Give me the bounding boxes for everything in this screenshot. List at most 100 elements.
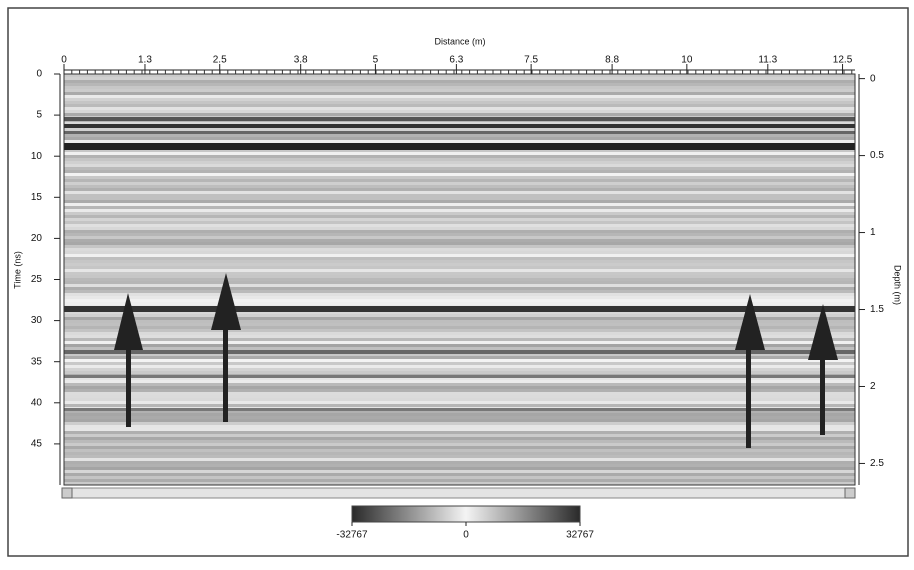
radargram-row [64,95,855,98]
radargram-row [64,200,855,203]
radargram-row [64,371,855,374]
radargram-row [64,440,855,443]
y-tick-label: 20 [31,233,43,244]
radargram-row [64,458,855,461]
radargram-row [64,182,855,185]
radargram-row [64,413,855,416]
radargram-row [64,317,855,320]
scrollbar[interactable] [62,488,855,498]
radargram-row [64,173,855,176]
radargram-row [64,455,855,458]
y-tick-label: 35 [31,356,43,367]
radargram-row [64,392,855,395]
radargram-row [64,320,855,323]
x-tick-label: 2.5 [213,55,227,66]
radargram-row [64,221,855,224]
radargram-row [64,452,855,455]
radargram-row [64,212,855,215]
x-tick-label: 12.5 [833,55,853,66]
radargram-row [64,224,855,227]
radargram-row [64,443,855,446]
radargram-row [64,341,855,344]
radargram-row [64,167,855,170]
radargram-row [64,134,855,137]
radargram-row [64,269,855,272]
colorbar-tick-label: 32767 [566,530,594,541]
radargram-row [64,80,855,83]
arrow-shaft [746,345,751,448]
x-tick-label: 0 [61,55,67,66]
radargram-row [64,380,855,383]
radargram-band [64,350,855,354]
y-axis-title: Time (ns) [12,251,22,289]
radargram-row [64,77,855,80]
radargram-row [64,287,855,290]
radargram [64,74,855,485]
y2-tick-label: 2 [870,381,876,392]
radargram-row [64,245,855,248]
radargram-row [64,473,855,476]
radargram-row [64,161,855,164]
radargram-row [64,140,855,143]
radargram-row [64,179,855,182]
radargram-row [64,314,855,317]
radargram-row [64,434,855,437]
radargram-row [64,359,855,362]
page: Distance (m) Time (ns) Depth (m) 0 1.3 2.5… [0,0,914,570]
radargram-row [64,155,855,158]
y-tick-label: 45 [31,439,43,450]
x-tick-label: 5 [373,55,379,66]
radargram-row [64,233,855,236]
scroll-right[interactable] [845,488,855,498]
radargram-row [64,470,855,473]
radargram-row [64,92,855,95]
radargram-row [64,113,855,116]
y2-tick-label: 1 [870,227,876,238]
radargram-row [64,209,855,212]
radargram-row [64,170,855,173]
radargram-row [64,266,855,269]
radargram-row [64,401,855,404]
radargram-band [64,131,855,134]
radargram-row [64,248,855,251]
x-tick-label: 10 [681,55,693,66]
y-tick-label: 5 [36,110,42,121]
radargram-row [64,110,855,113]
radargram-row [64,419,855,422]
x-tick-label: 1.3 [138,55,152,66]
radargram-row [64,86,855,89]
radargram-row [64,257,855,260]
radargram-band [64,117,855,121]
radargram-row [64,362,855,365]
radargram-row [64,446,855,449]
y-tick-label: 10 [31,151,43,162]
radargram-row [64,203,855,206]
radargram-row [64,299,855,302]
radargram-row [64,284,855,287]
scroll-left[interactable] [62,488,72,498]
radargram-row [64,137,855,140]
x-axis-title: Distance (m) [434,36,485,46]
radargram-row [64,158,855,161]
radargram-row [64,395,855,398]
radargram-row [64,416,855,419]
radargram-band [64,306,855,312]
radargram-row [64,296,855,299]
radargram-row [64,152,855,155]
radargram-row [64,467,855,470]
radargram-row [64,356,855,359]
radargram-row [64,335,855,338]
radargram-row [64,302,855,305]
radargram-row [64,398,855,401]
x-tick-label: 8.8 [605,55,619,66]
y2-axis-title: Depth (m) [893,265,903,305]
radargram-row [64,464,855,467]
radargram-row [64,191,855,194]
radargram-row [64,227,855,230]
radargram-row [64,404,855,407]
radargram-row [64,194,855,197]
radargram-row [64,188,855,191]
radargram-row [64,449,855,452]
radargram-row [64,479,855,482]
radargram-row [64,428,855,431]
